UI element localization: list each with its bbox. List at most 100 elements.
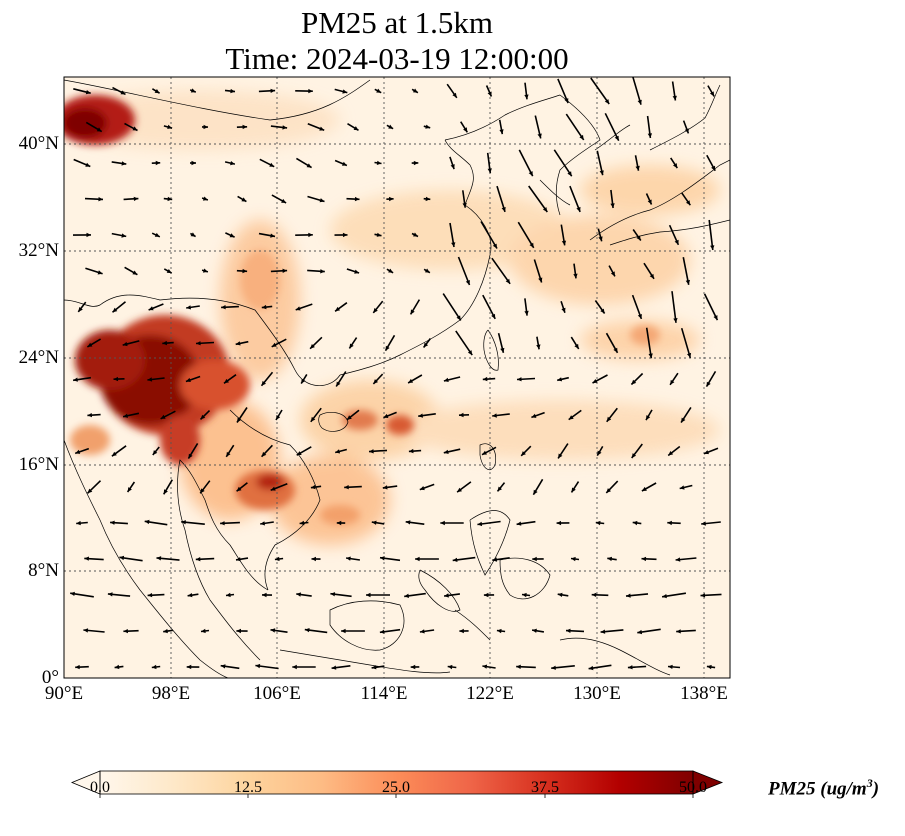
wind-arrow-head bbox=[483, 592, 489, 598]
colorbar-tick-37-5: 37.5 bbox=[531, 779, 559, 796]
wind-arrow-shaft bbox=[491, 257, 511, 285]
wind-arrow-head bbox=[301, 378, 306, 384]
wind-arrow-head bbox=[152, 450, 158, 455]
wind-arrow-head bbox=[597, 450, 602, 456]
wind-arrow-head bbox=[673, 163, 678, 169]
wind-arrow-head bbox=[335, 449, 341, 454]
wind-arrow-head bbox=[675, 557, 681, 562]
wind-arrow-head bbox=[121, 233, 127, 238]
wind-arrow-head bbox=[342, 232, 348, 238]
wind-arrow-head bbox=[686, 200, 691, 206]
wind-arrow-head bbox=[635, 165, 640, 171]
wind-arrow-head bbox=[408, 378, 414, 383]
wind-arrow-head bbox=[571, 556, 576, 562]
wind-arrow-shaft bbox=[671, 291, 677, 323]
wind-arrow-shaft bbox=[680, 327, 692, 359]
wind-arrow-head bbox=[424, 268, 430, 273]
wind-arrow-head bbox=[344, 485, 349, 490]
wind-arrow-head bbox=[308, 232, 313, 238]
wind-arrow-head bbox=[556, 520, 562, 526]
wind-arrow-head bbox=[341, 628, 346, 634]
wind-arrow-head bbox=[673, 318, 678, 323]
wind-arrow-head bbox=[592, 379, 598, 383]
wind-arrow-head bbox=[270, 88, 276, 93]
wind-arrow-head bbox=[342, 89, 348, 94]
wind-arrow-head bbox=[371, 665, 377, 670]
wind-arrow-head bbox=[533, 489, 538, 495]
wind-arrow-head bbox=[419, 629, 425, 634]
wind-arrow-head bbox=[319, 198, 325, 203]
wind-arrow-head bbox=[371, 520, 377, 525]
wind-arrow-head bbox=[679, 485, 685, 490]
wind-arrow-head bbox=[413, 160, 419, 166]
wind-arrow-head bbox=[492, 243, 497, 249]
colorbar-label-text: PM25 (ug/m bbox=[768, 778, 867, 800]
pm25-field bbox=[64, 90, 720, 545]
wind-arrow-head bbox=[202, 268, 208, 273]
wind-arrow-head bbox=[261, 380, 266, 386]
wind-arrow-head bbox=[295, 306, 301, 311]
wind-arrow-head bbox=[191, 160, 196, 166]
wind-arrow-head bbox=[119, 555, 125, 561]
wind-arrow-shaft bbox=[496, 185, 506, 213]
wind-arrow-head bbox=[641, 486, 647, 491]
wind-arrow-head bbox=[186, 664, 192, 670]
wind-arrow-head bbox=[87, 413, 92, 418]
wind-arrow-head bbox=[369, 449, 374, 454]
wind-arrow-head bbox=[242, 124, 248, 130]
wind-arrow-head bbox=[574, 343, 579, 349]
colorbar-tick-12-5: 12.5 bbox=[234, 779, 262, 796]
wind-arrow-head bbox=[188, 453, 193, 459]
wind-arrow-head bbox=[647, 199, 652, 205]
wind-arrow-head bbox=[304, 628, 310, 633]
wind-arrow-head bbox=[542, 207, 548, 212]
wind-arrow-head bbox=[380, 556, 385, 561]
wind-arrow-head bbox=[96, 127, 102, 132]
wind-arrow-shaft bbox=[645, 327, 653, 359]
wind-arrow-head bbox=[606, 416, 612, 422]
lon-label-138e: 138°E bbox=[680, 683, 728, 704]
wind-arrow-head bbox=[366, 592, 371, 598]
wind-arrow-shaft bbox=[455, 330, 473, 356]
wind-arrow-shaft bbox=[569, 185, 581, 213]
wind-arrow-head bbox=[97, 270, 103, 275]
wind-arrow-head bbox=[269, 162, 275, 167]
wind-arrow-head bbox=[310, 484, 316, 490]
wind-arrow-head bbox=[561, 307, 566, 313]
colorbar-label-exponent: 3 bbox=[866, 776, 873, 790]
wind-arrow-head bbox=[529, 242, 534, 248]
wind-arrow-head bbox=[132, 126, 138, 131]
wind-arrow-head bbox=[604, 99, 610, 104]
wind-arrow-head bbox=[477, 521, 483, 527]
wind-arrow-head bbox=[566, 628, 571, 633]
wind-arrow-head bbox=[599, 170, 604, 176]
wind-arrow-head bbox=[517, 377, 522, 382]
wind-arrow-head bbox=[308, 88, 313, 94]
wind-arrow-head bbox=[186, 305, 191, 310]
wind-arrow-head bbox=[160, 414, 166, 419]
colorbar-gradient bbox=[100, 771, 693, 794]
wind-arrow-head bbox=[196, 341, 201, 346]
wind-arrow-shaft bbox=[590, 77, 610, 105]
wind-arrow-head bbox=[457, 487, 462, 493]
wind-arrow-head bbox=[613, 347, 618, 353]
wind-arrow-head bbox=[270, 628, 276, 633]
wind-arrow-head bbox=[443, 449, 449, 454]
wind-arrow-shaft bbox=[457, 256, 471, 286]
wind-arrow-head bbox=[86, 232, 91, 238]
wind-arrow-head bbox=[181, 520, 186, 525]
wind-arrow-head bbox=[447, 664, 453, 670]
wind-arrow-head bbox=[87, 342, 93, 347]
wind-arrow-head bbox=[451, 242, 456, 247]
wind-arrow-head bbox=[376, 88, 382, 93]
wind-arrow-head bbox=[236, 628, 241, 634]
wind-arrow-head bbox=[310, 344, 315, 349]
wind-arrow-head bbox=[354, 196, 360, 202]
wind-arrow-head bbox=[452, 557, 458, 562]
wind-arrow-head bbox=[685, 279, 690, 285]
wind-arrow-head bbox=[444, 593, 449, 598]
wind-arrow-head bbox=[440, 520, 445, 526]
wind-arrow-head bbox=[373, 379, 378, 384]
wind-arrow-head bbox=[521, 451, 526, 456]
wind-arrow-head bbox=[423, 342, 429, 348]
